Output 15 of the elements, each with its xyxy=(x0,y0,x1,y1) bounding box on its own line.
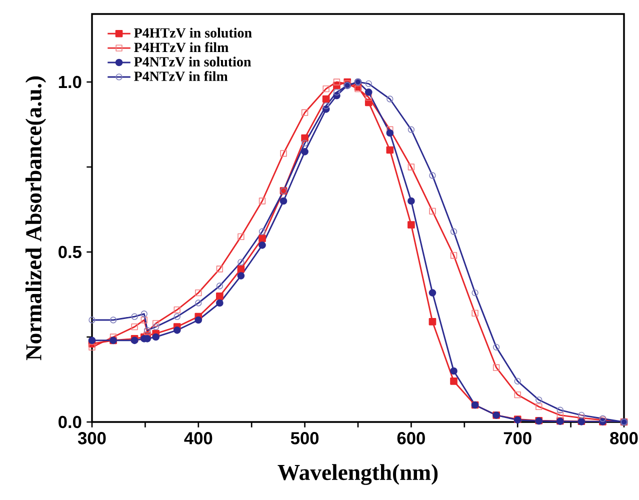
x-tick-label: 600 xyxy=(397,432,425,444)
x-tick-label: 700 xyxy=(504,432,532,444)
x-tick-label: 400 xyxy=(184,432,212,444)
y-tick-label: 0.5 xyxy=(58,246,82,258)
y-axis-title: Normalized Absorbance(a.u.) xyxy=(25,76,46,360)
x-tick-label: 500 xyxy=(290,432,319,444)
legend-label: P4NTzV in film xyxy=(134,71,228,82)
y-tick-label: 1.0 xyxy=(58,76,82,88)
x-axis-title: Wavelength(nm) xyxy=(278,464,438,485)
y-tick-label: 0.0 xyxy=(58,416,82,428)
x-tick-label: 800 xyxy=(610,432,638,444)
legend-label: P4NTzV in solution xyxy=(134,56,252,67)
legend-label: P4HTzV in film xyxy=(134,42,228,52)
x-tick-label: 300 xyxy=(78,432,106,444)
legend-label: P4HTzV in solution xyxy=(134,28,252,38)
